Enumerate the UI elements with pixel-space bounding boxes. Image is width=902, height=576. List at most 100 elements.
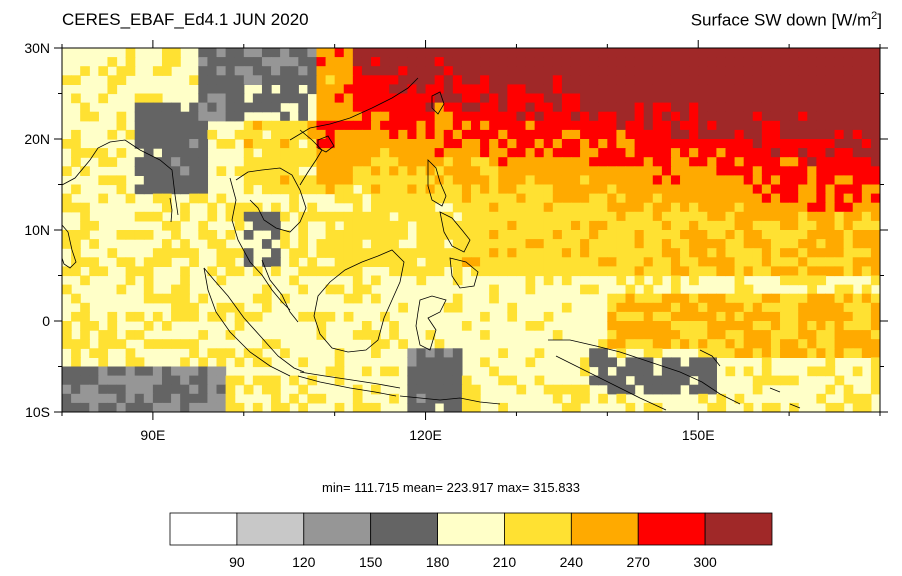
- field-cell: [743, 220, 754, 231]
- field-cell: [271, 120, 281, 131]
- field-cell: [589, 357, 599, 368]
- field-cell: [289, 157, 299, 167]
- field-cell: [752, 339, 763, 349]
- field-cell: [634, 220, 645, 231]
- field-cell: [661, 120, 672, 131]
- field-cell: [761, 302, 772, 313]
- field-cell: [271, 139, 281, 149]
- field-cell: [661, 175, 672, 186]
- field-cell: [498, 193, 508, 204]
- field-cell: [807, 48, 817, 58]
- field-cell: [489, 248, 499, 258]
- field-cell: [743, 211, 754, 222]
- field-cell: [598, 393, 608, 404]
- field-cell: [189, 120, 199, 131]
- field-cell: [634, 248, 645, 258]
- field-cell: [834, 348, 845, 358]
- field-cell: [561, 148, 572, 158]
- field-cell: [643, 193, 654, 204]
- field-cell: [352, 193, 363, 204]
- field-cell: [825, 366, 836, 377]
- field-cell: [652, 93, 663, 104]
- field-cell: [180, 148, 190, 158]
- field-cell: [625, 148, 636, 158]
- variable-title-superscript: 2: [871, 10, 878, 22]
- field-cell: [452, 248, 463, 258]
- field-cell: [543, 111, 554, 122]
- field-cell: [598, 129, 608, 140]
- field-cell: [534, 84, 545, 95]
- field-cell: [661, 375, 672, 386]
- field-cell: [598, 339, 608, 349]
- field-cell: [652, 157, 663, 167]
- field-cell: [598, 366, 608, 377]
- field-cell: [634, 357, 645, 368]
- field-cell: [825, 311, 836, 322]
- field-cell: [298, 48, 308, 58]
- field-cell: [289, 166, 299, 176]
- field-cell: [716, 348, 727, 358]
- field-cell: [243, 148, 254, 158]
- field-cell: [107, 175, 118, 186]
- field-cell: [334, 230, 345, 240]
- field-cell: [471, 120, 481, 131]
- field-cell: [343, 111, 354, 122]
- field-cell: [289, 257, 299, 267]
- field-cell: [425, 148, 436, 158]
- field-cell: [816, 66, 827, 76]
- field-cell: [298, 357, 308, 368]
- field-cell: [861, 402, 872, 412]
- colorbar-swatch: [303, 512, 372, 546]
- field-cell: [325, 48, 336, 58]
- field-cell: [271, 211, 281, 222]
- field-cell: [407, 157, 418, 167]
- field-cell: [171, 111, 181, 122]
- field-cell: [798, 257, 808, 267]
- field-cell: [62, 230, 72, 240]
- field-cell: [834, 48, 845, 58]
- field-cell: [498, 266, 508, 277]
- field-cell: [616, 321, 627, 331]
- field-cell: [134, 266, 145, 277]
- field-cell: [789, 139, 799, 149]
- field-cell: [298, 211, 308, 222]
- field-cell: [561, 248, 572, 258]
- field-cell: [752, 75, 763, 85]
- x-tick-label: 90E: [140, 427, 165, 443]
- field-cell: [161, 293, 172, 304]
- field-cell: [798, 175, 808, 186]
- field-cell: [525, 166, 536, 176]
- field-cell: [852, 293, 863, 304]
- field-cell: [752, 129, 763, 140]
- field-cell: [389, 202, 399, 213]
- field-cell: [125, 266, 136, 277]
- field-cell: [334, 193, 345, 204]
- field-cell: [743, 111, 754, 122]
- field-cell: [425, 111, 436, 122]
- field-cell: [780, 293, 790, 304]
- field-cell: [634, 184, 645, 195]
- field-cell: [98, 157, 109, 167]
- field-cell: [816, 129, 827, 140]
- field-cell: [371, 129, 381, 140]
- field-cell: [570, 239, 581, 249]
- field-cell: [670, 339, 681, 349]
- field-cell: [580, 384, 590, 395]
- field-cell: [689, 248, 699, 258]
- field-cell: [461, 239, 472, 249]
- field-cell: [707, 293, 717, 304]
- field-cell: [180, 293, 190, 304]
- field-cell: [607, 102, 618, 113]
- field-cell: [689, 293, 699, 304]
- field-cell: [271, 157, 281, 167]
- field-cell: [570, 93, 581, 104]
- field-cell: [434, 157, 445, 167]
- field-cell: [670, 93, 681, 104]
- field-cell: [461, 111, 472, 122]
- field-cell: [298, 157, 308, 167]
- field-cell: [852, 57, 863, 67]
- field-cell: [461, 184, 472, 195]
- field-cell: [389, 148, 399, 158]
- field-cell: [525, 129, 536, 140]
- field-cell: [389, 257, 399, 267]
